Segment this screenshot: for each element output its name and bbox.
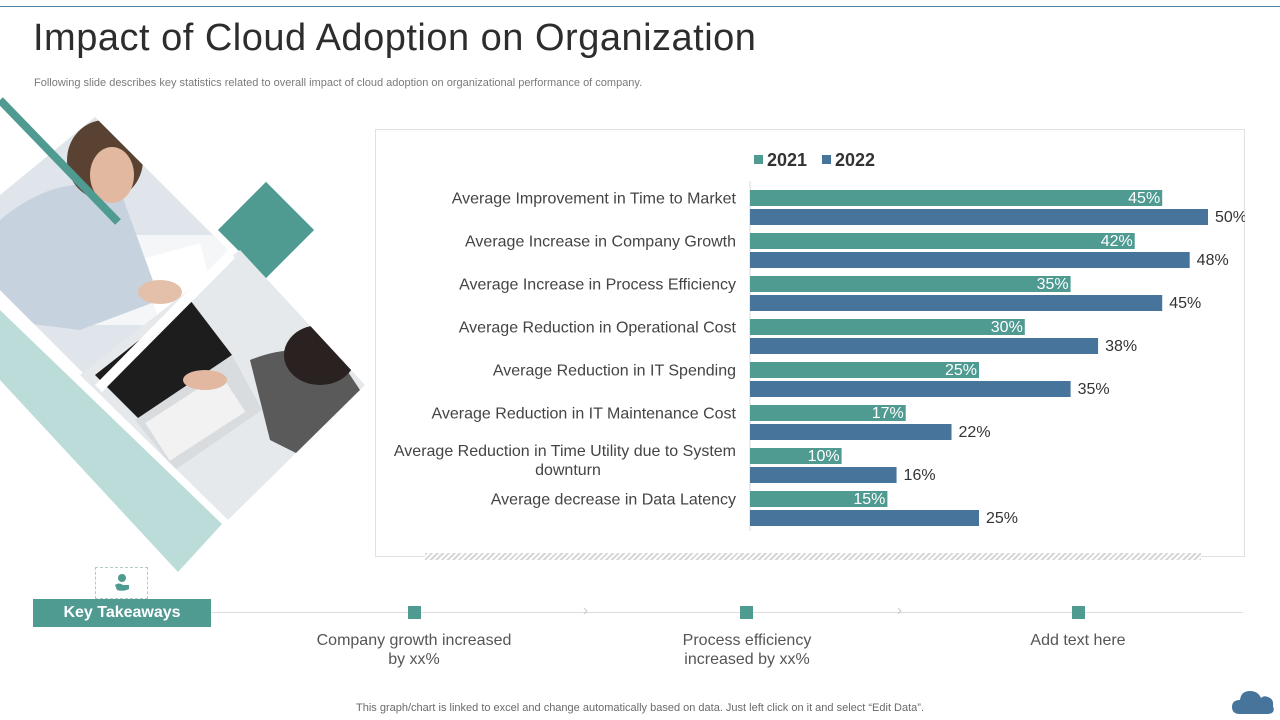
legend-swatch: [754, 155, 763, 164]
bar-2021: [750, 405, 906, 421]
takeaway-item: Process efficiency increased by xx%: [637, 631, 857, 669]
bar-2021: [750, 319, 1025, 335]
data-label-2022: 38%: [1105, 338, 1137, 355]
data-label-2022: 48%: [1197, 252, 1229, 269]
bar-2022: [750, 467, 897, 483]
takeaway-line: by xx%: [388, 651, 440, 668]
category-label: downturn: [535, 462, 601, 479]
bar-2022: [750, 209, 1208, 225]
data-label-2022: 16%: [904, 467, 936, 484]
bar-2022: [750, 381, 1071, 397]
takeaway-item: Add text here: [968, 631, 1188, 650]
chart-shadow-hatch: [425, 553, 1201, 560]
data-label-2022: 50%: [1215, 209, 1245, 226]
chevron-right-icon: ›: [897, 602, 902, 619]
data-label-2021: 10%: [808, 448, 840, 465]
legend-label: 2021: [767, 150, 807, 170]
bar-2022: [750, 510, 979, 526]
category-label: Average Reduction in IT Spending: [493, 363, 736, 380]
page-subtitle: Following slide describes key statistics…: [34, 77, 643, 89]
bar-2022: [750, 338, 1099, 354]
legend-label: 2022: [835, 150, 875, 170]
footer-note: This graph/chart is linked to excel and …: [355, 702, 925, 714]
data-label-2021: 42%: [1101, 233, 1133, 250]
chevron-right-icon: ›: [583, 602, 588, 619]
takeaway-marker: [1072, 606, 1085, 619]
data-label-2022: 22%: [959, 424, 991, 441]
bar-2021: [750, 190, 1163, 206]
data-label-2022: 45%: [1169, 295, 1201, 312]
data-label-2021: 25%: [945, 362, 977, 379]
takeaway-line: Process efficiency: [682, 632, 812, 649]
data-label-2022: 35%: [1078, 381, 1110, 398]
category-label: Average decrease in Data Latency: [491, 492, 736, 509]
cloud-icon: [1232, 691, 1274, 714]
takeaway-line: Add text here: [1030, 632, 1126, 649]
teal-diagonal-line: [0, 97, 121, 225]
bar-2022: [750, 252, 1190, 268]
data-label-2022: 25%: [986, 510, 1018, 527]
takeaway-item: Company growth increased by xx%: [304, 631, 524, 669]
legend-swatch: [822, 155, 831, 164]
takeaways-timeline: [211, 612, 1243, 613]
category-label: Average Increase in Process Efficiency: [459, 277, 736, 294]
bar-chart[interactable]: 2021 2022 Average Improvement in Time to M…: [375, 129, 1245, 557]
category-label: Average Increase in Company Growth: [465, 234, 736, 251]
bar-2021: [750, 362, 979, 378]
data-label-2021: 45%: [1128, 190, 1160, 207]
category-label: Average Reduction in Time Utility due to…: [394, 443, 736, 460]
top-rule: [0, 6, 1280, 7]
bar-2022: [750, 424, 952, 440]
takeaway-marker: [408, 606, 421, 619]
bar-2021: [750, 448, 842, 464]
light-teal-band: [0, 310, 222, 572]
category-label: Average Improvement in Time to Market: [452, 191, 737, 208]
takeaway-line: Company growth increased: [316, 632, 512, 649]
office-photo-collage: [0, 97, 365, 572]
takeaway-icon-frame: [95, 567, 148, 599]
data-label-2021: 35%: [1037, 276, 1069, 293]
data-label-2021: 30%: [991, 319, 1023, 336]
bar-2021: [750, 491, 888, 507]
takeaway-marker: [740, 606, 753, 619]
category-label: Average Reduction in IT Maintenance Cost: [432, 406, 737, 423]
data-label-2021: 17%: [872, 405, 904, 422]
page-title: Impact of Cloud Adoption on Organization: [33, 17, 757, 59]
key-takeaways-label: Key Takeaways: [33, 599, 211, 627]
bar-2022: [750, 295, 1163, 311]
hand-coin-icon: [114, 574, 129, 591]
takeaway-line: increased by xx%: [684, 651, 810, 668]
data-label-2021: 15%: [853, 491, 885, 508]
bar-2021: [750, 233, 1135, 249]
bar-2021: [750, 276, 1071, 292]
category-label: Average Reduction in Operational Cost: [459, 320, 737, 337]
